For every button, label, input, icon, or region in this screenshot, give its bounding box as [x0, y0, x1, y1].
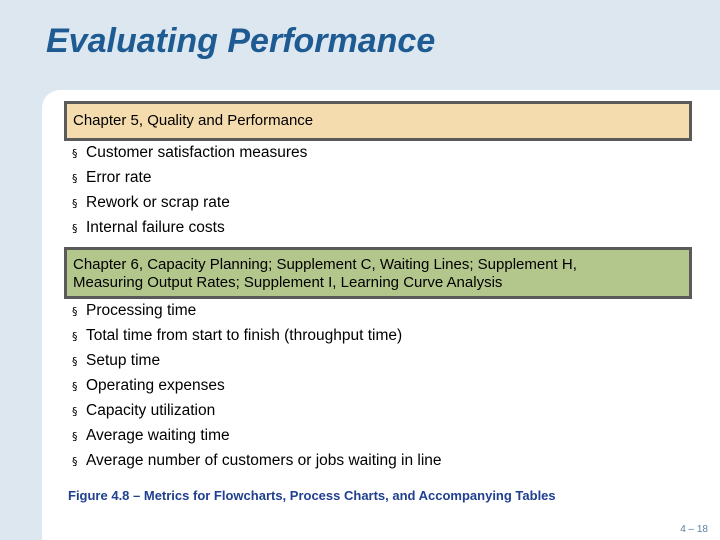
list-item: § Total time from start to finish (throug…: [72, 323, 442, 348]
bullet-icon: §: [72, 330, 78, 343]
list-item: § Processing time: [72, 298, 442, 323]
list-item: § Operating expenses: [72, 373, 442, 398]
bullet-icon: §: [72, 147, 78, 160]
bullet-icon: §: [72, 405, 78, 418]
list-item: § Rework or scrap rate: [72, 190, 307, 215]
content-panel: [42, 90, 720, 540]
bullet-icon: §: [72, 430, 78, 443]
section2-list: § Processing time § Total time from start …: [72, 298, 442, 473]
list-item: § Customer satisfaction measures: [72, 140, 307, 165]
section2-heading-line2: Measuring Output Rates; Supplement I, Le…: [73, 274, 503, 291]
page-number: 4 – 18: [680, 524, 708, 535]
list-item: § Average number of customers or jobs wai…: [72, 448, 442, 473]
bullet-icon: §: [72, 380, 78, 393]
list-item: § Capacity utilization: [72, 398, 442, 423]
list-item: § Setup time: [72, 348, 442, 373]
section1-heading: Chapter 5, Quality and Performance: [64, 101, 692, 141]
slide-title: Evaluating Performance: [46, 22, 436, 60]
bullet-icon: §: [72, 455, 78, 468]
bullet-icon: §: [72, 172, 78, 185]
section2-heading-line1: Chapter 6, Capacity Planning; Supplement…: [73, 256, 577, 273]
bullet-icon: §: [72, 222, 78, 235]
bullet-icon: §: [72, 355, 78, 368]
section1-list: § Customer satisfaction measures § Error r…: [72, 140, 307, 240]
section2-heading: Chapter 6, Capacity Planning; Supplement…: [64, 247, 692, 299]
figure-caption: Figure 4.8 – Metrics for Flowcharts, Pro…: [68, 488, 556, 503]
list-item: § Internal failure costs: [72, 215, 307, 240]
list-item: § Error rate: [72, 165, 307, 190]
list-item: § Average waiting time: [72, 423, 442, 448]
bullet-icon: §: [72, 305, 78, 318]
bullet-icon: §: [72, 197, 78, 210]
